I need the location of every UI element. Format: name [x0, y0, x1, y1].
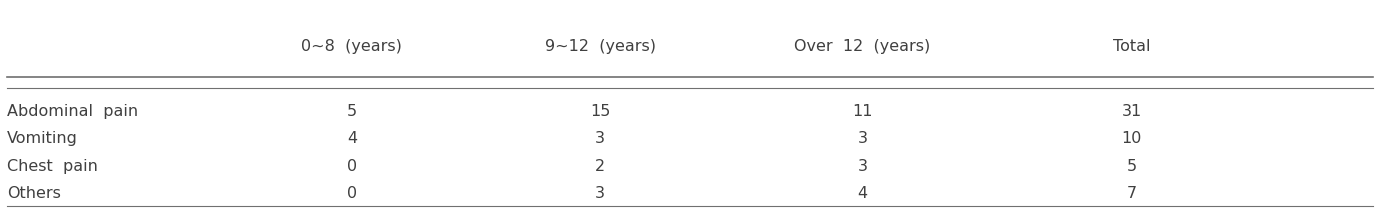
- Text: 5: 5: [346, 104, 357, 119]
- Text: 0: 0: [346, 187, 357, 201]
- Text: 31: 31: [1122, 104, 1141, 119]
- Text: Abdominal  pain: Abdominal pain: [7, 104, 138, 119]
- Text: 2: 2: [595, 159, 606, 174]
- Text: Vomiting: Vomiting: [7, 131, 77, 146]
- Text: Total: Total: [1112, 39, 1151, 54]
- Text: 3: 3: [857, 159, 868, 174]
- Text: 5: 5: [1126, 159, 1137, 174]
- Text: 4: 4: [857, 187, 868, 201]
- Text: 11: 11: [853, 104, 872, 119]
- Text: 3: 3: [595, 187, 606, 201]
- Text: 10: 10: [1122, 131, 1141, 146]
- Text: 0: 0: [346, 159, 357, 174]
- Text: 3: 3: [857, 131, 868, 146]
- Text: 4: 4: [346, 131, 357, 146]
- Text: Chest  pain: Chest pain: [7, 159, 98, 174]
- Text: Over  12  (years): Over 12 (years): [795, 39, 930, 54]
- Text: 3: 3: [595, 131, 606, 146]
- Text: 9~12  (years): 9~12 (years): [545, 39, 656, 54]
- Text: Others: Others: [7, 187, 61, 201]
- Text: 0~8  (years): 0~8 (years): [301, 39, 403, 54]
- Text: 7: 7: [1126, 187, 1137, 201]
- Text: 15: 15: [591, 104, 610, 119]
